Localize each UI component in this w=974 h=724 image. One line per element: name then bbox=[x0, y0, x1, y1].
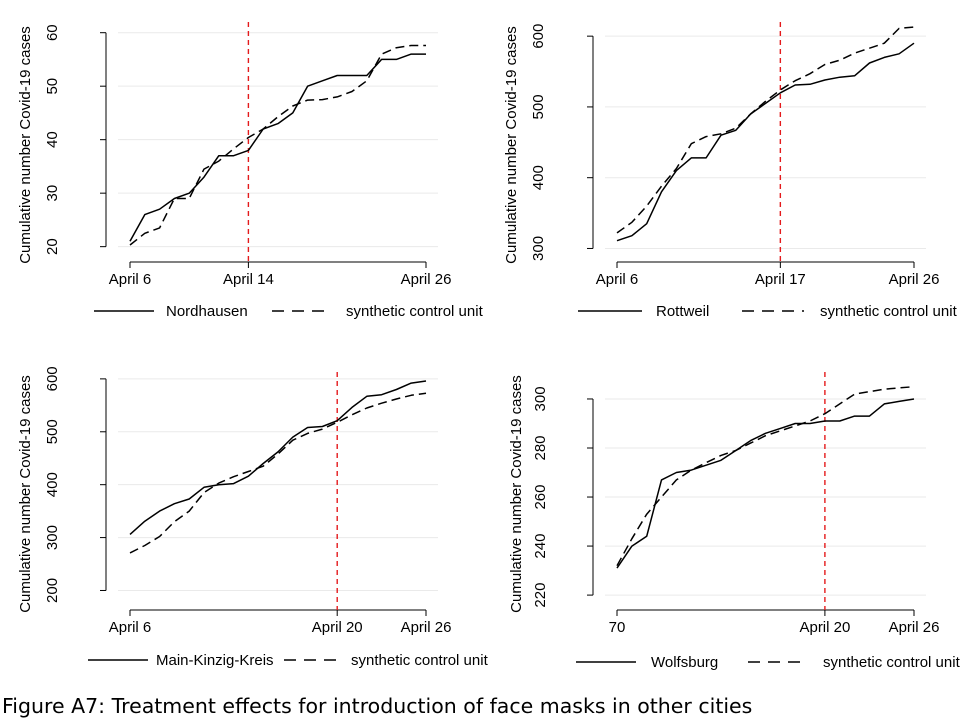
y-tick-label: 300 bbox=[44, 525, 61, 550]
x-tick-label: April 6 bbox=[596, 271, 639, 288]
chart-panel-1: 20 30 40 50 60 Cumulative number Covid-19 cas… bbox=[17, 22, 484, 320]
x-tick-label: April 20 bbox=[312, 619, 363, 636]
legend-label-synthetic: synthetic control unit bbox=[346, 303, 484, 320]
y-tick-label: 200 bbox=[44, 578, 61, 603]
x-tick-label: April 6 bbox=[109, 271, 152, 288]
y-tick-label: 280 bbox=[532, 435, 549, 460]
legend-label-synthetic: synthetic control unit bbox=[820, 303, 958, 320]
y-tick-label: 50 bbox=[44, 78, 61, 95]
chart-panel-2: 300 400 500 600 Cumulative number Covid-19 c… bbox=[503, 22, 958, 320]
y-tick-label: 40 bbox=[44, 131, 61, 148]
y-tick-label: 400 bbox=[530, 165, 547, 190]
x-tick-label: April 17 bbox=[755, 271, 806, 288]
legend-label-observed: Nordhausen bbox=[166, 303, 248, 320]
y-tick-label: 600 bbox=[530, 24, 547, 49]
y-tick-label: 300 bbox=[532, 386, 549, 411]
x-tick-label: 70 bbox=[609, 619, 626, 636]
x-tick-label: April 26 bbox=[889, 271, 940, 288]
observed-series-line bbox=[616, 42, 915, 242]
chart-panel-4: 220 240 260 280 300 Cumulative number Covid-1… bbox=[508, 372, 961, 671]
y-tick-label: 500 bbox=[44, 419, 61, 444]
legend: Main-Kinzig-Kreis synthetic control unit bbox=[88, 652, 489, 669]
y-axis-title: Cumulative number Covid-19 cases bbox=[17, 375, 34, 613]
observed-series-line bbox=[129, 53, 426, 242]
y-tick-label: 220 bbox=[532, 583, 549, 608]
y-tick-label: 240 bbox=[532, 534, 549, 559]
y-tick-label: 400 bbox=[44, 472, 61, 497]
observed-series-line bbox=[129, 380, 427, 535]
x-tick-label: April 20 bbox=[799, 619, 850, 636]
legend: Nordhausen synthetic control unit bbox=[94, 303, 484, 320]
x-tick-label: April 14 bbox=[223, 271, 274, 288]
y-axis-title: Cumulative number Covid-19 cases bbox=[503, 26, 520, 264]
synthetic-control-line bbox=[129, 392, 427, 554]
observed-series-line bbox=[616, 398, 915, 569]
y-tick-label: 500 bbox=[530, 94, 547, 119]
synthetic-control-line bbox=[129, 44, 426, 246]
y-tick-label: 260 bbox=[532, 485, 549, 510]
figure-caption: Figure A7: Treatment effects for introdu… bbox=[2, 694, 753, 718]
legend-label-observed: Rottweil bbox=[656, 303, 709, 320]
x-tick-label: April 26 bbox=[889, 619, 940, 636]
legend-label-observed: Main-Kinzig-Kreis bbox=[156, 652, 274, 669]
x-tick-label: April 6 bbox=[109, 619, 152, 636]
synthetic-control-line bbox=[616, 385, 915, 567]
y-axis-title: Cumulative number Covid-19 cases bbox=[17, 26, 34, 264]
y-tick-label: 20 bbox=[44, 238, 61, 255]
synthetic-control-line bbox=[616, 26, 915, 234]
y-tick-label: 600 bbox=[44, 366, 61, 391]
legend-label-synthetic: synthetic control unit bbox=[823, 654, 961, 671]
y-tick-label: 30 bbox=[44, 185, 61, 202]
x-tick-label: April 26 bbox=[401, 619, 452, 636]
legend: Wolfsburg synthetic control unit bbox=[576, 654, 961, 671]
chart-panel-3: 200 300 400 500 600 Cumulative number Covid-1… bbox=[17, 366, 489, 669]
y-tick-label: 300 bbox=[530, 236, 547, 261]
x-tick-label: April 26 bbox=[401, 271, 452, 288]
y-axis-title: Cumulative number Covid-19 cases bbox=[508, 375, 525, 613]
legend: Rottweil synthetic control unit bbox=[578, 303, 958, 320]
legend-label-observed: Wolfsburg bbox=[651, 654, 718, 671]
figure-grid: 20 30 40 50 60 Cumulative number Covid-19 cas… bbox=[17, 22, 961, 671]
legend-label-synthetic: synthetic control unit bbox=[351, 652, 489, 669]
y-tick-label: 60 bbox=[44, 24, 61, 41]
